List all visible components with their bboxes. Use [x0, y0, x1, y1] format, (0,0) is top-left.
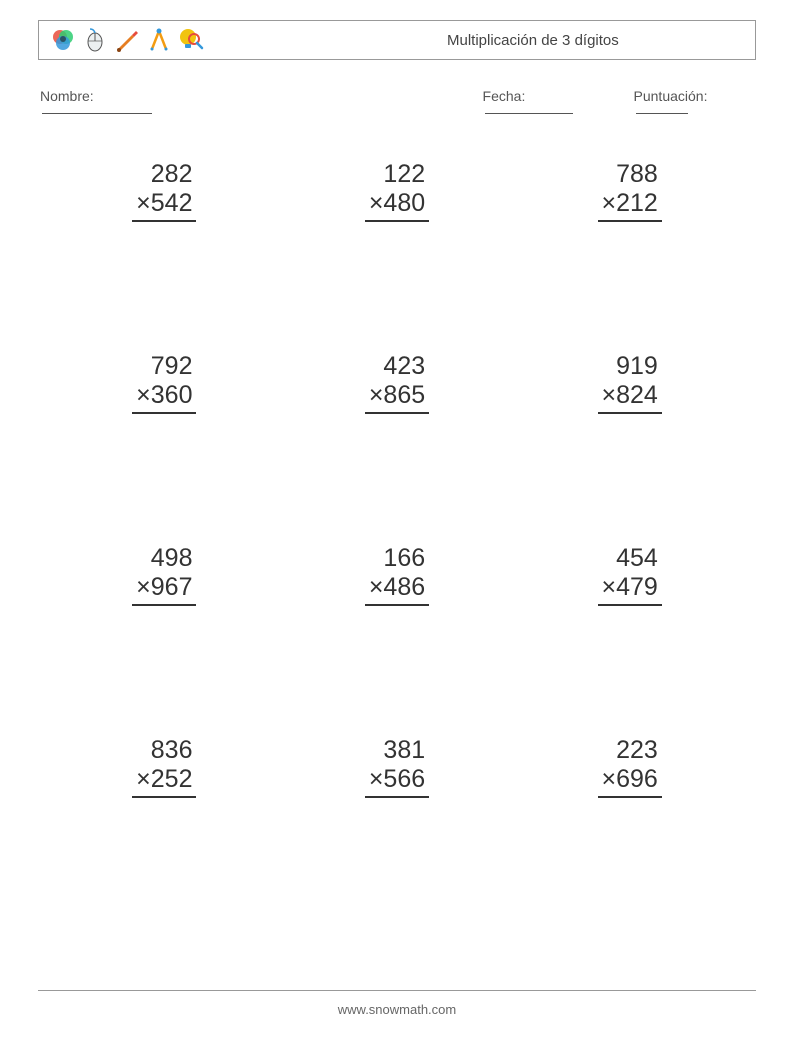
fecha-label: Fecha: — [483, 88, 526, 104]
multiplier-row: ×542 — [132, 189, 196, 222]
nombre-group: Nombre: — [40, 88, 198, 120]
multiplicand: 166 — [365, 544, 429, 573]
multiplicand: 454 — [598, 544, 662, 573]
problem: 454×479 — [513, 544, 746, 606]
fecha-group: Fecha: — [483, 88, 610, 120]
problem-inner: 454×479 — [598, 544, 662, 606]
multiplicand: 792 — [132, 352, 196, 381]
multiplicand: 788 — [598, 160, 662, 189]
multiplier-row: ×480 — [365, 189, 429, 222]
puntuacion-label: Puntuación: — [634, 88, 708, 104]
nombre-line — [42, 113, 152, 114]
problem: 282×542 — [48, 160, 281, 222]
problem-inner: 166×486 — [365, 544, 429, 606]
multiplicand: 381 — [365, 736, 429, 765]
problem: 498×967 — [48, 544, 281, 606]
problem: 122×480 — [281, 160, 514, 222]
multiplicand: 423 — [365, 352, 429, 381]
problem-inner: 792×360 — [132, 352, 196, 414]
bulb-magnifier-icon — [177, 26, 205, 54]
multiplicand: 223 — [598, 736, 662, 765]
problem: 223×696 — [513, 736, 746, 798]
puntuacion-line — [636, 113, 688, 114]
multiplier-row: ×824 — [598, 381, 662, 414]
multiplier-row: ×479 — [598, 573, 662, 606]
icons-container — [49, 26, 205, 54]
problems-grid: 282×542122×480788×212792×360423×865919×8… — [38, 160, 756, 798]
dividers-icon — [145, 26, 173, 54]
problem-inner: 282×542 — [132, 160, 196, 222]
problem-inner: 919×824 — [598, 352, 662, 414]
problem: 788×212 — [513, 160, 746, 222]
problem: 423×865 — [281, 352, 514, 414]
problem-inner: 498×967 — [132, 544, 196, 606]
multiplier-row: ×360 — [132, 381, 196, 414]
multiplier-row: ×696 — [598, 765, 662, 798]
problem-inner: 381×566 — [365, 736, 429, 798]
multiplicand: 282 — [132, 160, 196, 189]
problem: 792×360 — [48, 352, 281, 414]
multiplicand: 498 — [132, 544, 196, 573]
problem-inner: 836×252 — [132, 736, 196, 798]
multiplicand: 919 — [598, 352, 662, 381]
footer-text: www.snowmath.com — [0, 1002, 794, 1017]
problem-inner: 788×212 — [598, 160, 662, 222]
nombre-label: Nombre: — [40, 88, 94, 104]
puntuacion-group: Puntuación: — [634, 88, 756, 120]
mouse-icon — [81, 26, 109, 54]
multiplier-row: ×252 — [132, 765, 196, 798]
problem: 166×486 — [281, 544, 514, 606]
problem: 381×566 — [281, 736, 514, 798]
problem: 836×252 — [48, 736, 281, 798]
brush-icon — [113, 26, 141, 54]
multiplier-row: ×486 — [365, 573, 429, 606]
worksheet-title: Multiplicación de 3 dígitos — [447, 32, 619, 49]
multiplier-row: ×566 — [365, 765, 429, 798]
footer-divider — [38, 990, 756, 991]
multiplicand: 836 — [132, 736, 196, 765]
venn-icon — [49, 26, 77, 54]
multiplicand: 122 — [365, 160, 429, 189]
problem-inner: 223×696 — [598, 736, 662, 798]
problem-inner: 423×865 — [365, 352, 429, 414]
problem: 919×824 — [513, 352, 746, 414]
fecha-line — [485, 113, 573, 114]
info-row: Nombre: Fecha: Puntuación: — [38, 88, 756, 120]
multiplier-row: ×967 — [132, 573, 196, 606]
multiplier-row: ×212 — [598, 189, 662, 222]
problem-inner: 122×480 — [365, 160, 429, 222]
multiplier-row: ×865 — [365, 381, 429, 414]
header-box: Multiplicación de 3 dígitos — [38, 20, 756, 60]
